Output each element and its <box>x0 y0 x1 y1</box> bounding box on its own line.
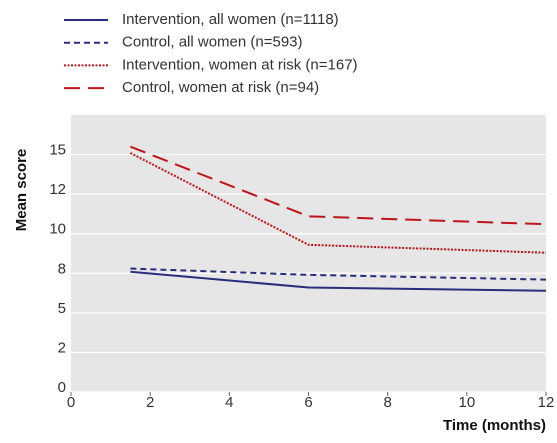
x-tick-label: 12 <box>538 394 555 411</box>
legend-label: Control, all women (n=593) <box>122 34 303 51</box>
y-tick-label: 12 <box>49 181 66 198</box>
legend-label: Intervention, women at risk (n=167) <box>122 56 358 73</box>
legend-label: Intervention, all women (n=1118) <box>122 11 339 28</box>
y-tick-label: 8 <box>58 260 66 277</box>
plot-background <box>71 115 546 392</box>
x-tick-label: 8 <box>383 394 391 411</box>
y-tick-label: 2 <box>58 339 66 356</box>
x-tick-label: 0 <box>67 394 75 411</box>
series-line <box>130 270 547 292</box>
y-tick-label: 0 <box>58 379 66 396</box>
y-axis-title: Mean score <box>13 149 30 232</box>
x-tick-label: 10 <box>458 394 475 411</box>
y-tick-label: 5 <box>58 300 66 317</box>
series-line <box>129 152 547 254</box>
x-tick-label: 4 <box>225 394 233 411</box>
y-tick-label: 10 <box>49 221 66 238</box>
series-line <box>130 145 547 226</box>
x-axis-title: Time (months) <box>443 417 546 434</box>
y-tick-label: 15 <box>49 142 66 159</box>
legend-label: Control, women at risk (n=94) <box>122 79 319 96</box>
x-tick-label: 2 <box>146 394 154 411</box>
x-tick-label: 6 <box>304 394 312 411</box>
